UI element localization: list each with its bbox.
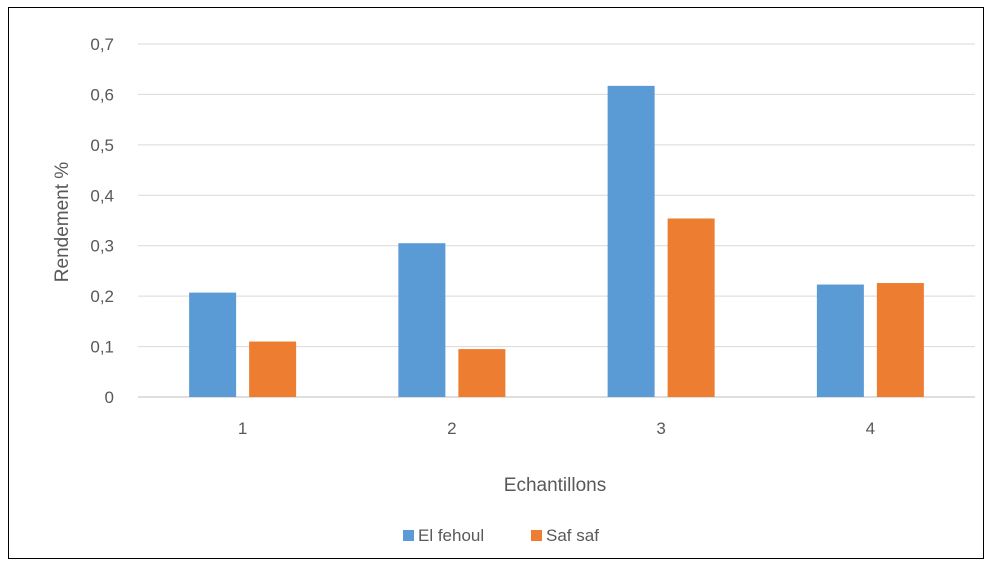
bar-el-fehoul-3 [607, 85, 655, 397]
chart-frame [8, 7, 984, 559]
legend-swatch-el-fehoul [403, 530, 414, 541]
bar-saf-saf-4 [876, 283, 924, 397]
y-tick-labels: 0 0,1 0,2 0,3 0,4 0,5 0,6 0,7 [90, 35, 114, 407]
y-axis-title: Rendement % [52, 162, 73, 283]
y-tick-label: 0 [105, 388, 114, 407]
y-tick-label: 0,2 [90, 287, 114, 306]
legend-swatch-saf-saf [531, 530, 542, 541]
bar-saf-saf-3 [667, 218, 715, 397]
x-tick-label: 4 [866, 419, 875, 438]
x-tick-label: 1 [238, 419, 247, 438]
bars [189, 85, 924, 397]
y-tick-label: 0,3 [90, 237, 114, 256]
legend-label-saf-saf: Saf saf [546, 526, 599, 545]
y-tick-label: 0,5 [90, 136, 114, 155]
y-tick-label: 0,7 [90, 35, 114, 54]
x-tick-label: 3 [656, 419, 665, 438]
legend: El fehoul Saf saf [403, 526, 599, 545]
bar-el-fehoul-1 [189, 292, 237, 397]
x-axis-title: Echantillons [504, 475, 606, 496]
y-tick-label: 0,6 [90, 85, 114, 104]
legend-label-el-fehoul: El fehoul [418, 526, 484, 545]
y-tick-label: 0,4 [90, 186, 114, 205]
bar-saf-saf-1 [249, 341, 297, 397]
y-tick-label: 0,1 [90, 338, 114, 357]
x-tick-labels: 1 2 3 4 [238, 419, 875, 438]
x-tick-label: 2 [447, 419, 456, 438]
bar-el-fehoul-2 [398, 243, 446, 397]
bar-saf-saf-2 [458, 349, 506, 397]
bar-el-fehoul-4 [816, 284, 864, 397]
